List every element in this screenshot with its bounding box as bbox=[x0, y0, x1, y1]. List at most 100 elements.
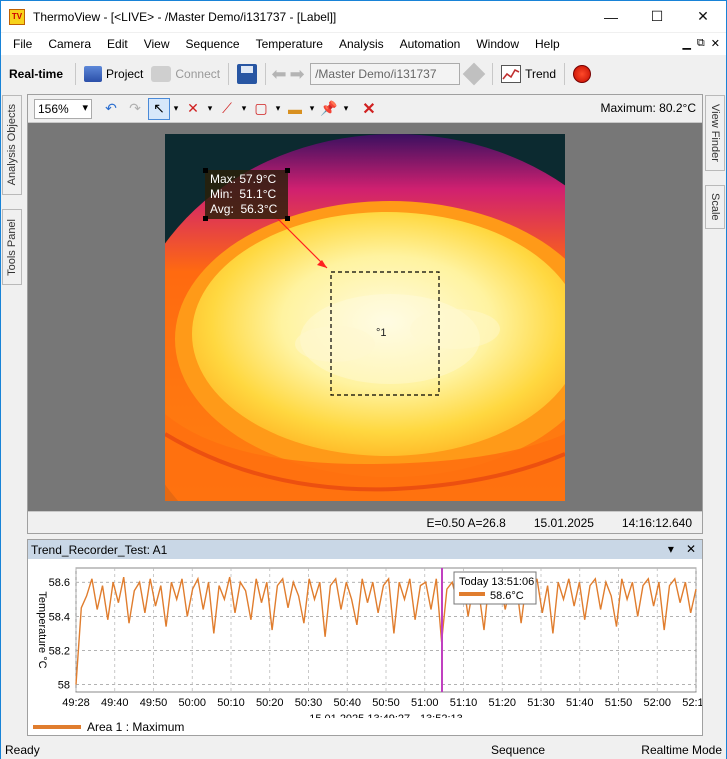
delete-icon[interactable]: ✕ bbox=[362, 100, 376, 118]
x-tick-label: 51:50 bbox=[605, 697, 633, 709]
ruler-tool-icon[interactable]: ▬ bbox=[288, 100, 302, 117]
mdi-restore-button[interactable]: ⧉ bbox=[696, 37, 705, 49]
trend-header: Trend_Recorder_Test: A1 ▾ ✕ bbox=[28, 540, 702, 559]
mdi-close-button[interactable]: ✕ bbox=[710, 38, 720, 50]
toolbar-separator bbox=[75, 63, 77, 85]
x-tick-label: 50:40 bbox=[333, 697, 361, 709]
maximum-label: Maximum: 80.2°C bbox=[600, 101, 697, 115]
view-finder-label: View Finder bbox=[709, 104, 721, 162]
minimize-button[interactable]: — bbox=[604, 8, 618, 25]
rectangle-tool-icon[interactable]: ▢ bbox=[254, 100, 268, 116]
trend-panel: Trend_Recorder_Test: A1 ▾ ✕ 58 58.2 58.4 58… bbox=[27, 539, 703, 736]
measure-min: Min: 51.1°C bbox=[210, 187, 277, 201]
legend-swatch bbox=[33, 725, 81, 729]
status-bar: Ready Sequence Realtime Mode bbox=[1, 740, 726, 759]
y-tick-label: 58.6 bbox=[49, 577, 70, 589]
mdi-controls: ▁ ⧉ ✕ bbox=[682, 37, 720, 50]
tools-panel-tab[interactable]: Tools Panel bbox=[2, 209, 22, 285]
panel-close-icon[interactable]: ✕ bbox=[685, 542, 696, 556]
scale-label: Scale bbox=[709, 193, 721, 221]
status-sequence: Sequence bbox=[491, 742, 546, 757]
x-tick-label: 50:20 bbox=[256, 697, 284, 709]
menu-camera[interactable]: Camera bbox=[48, 37, 92, 51]
series-line bbox=[75, 576, 697, 685]
chevron-down-icon[interactable]: ▾ bbox=[241, 103, 247, 113]
capture-date: 15.01.2025 bbox=[533, 515, 594, 530]
y-tick-label: 58.4 bbox=[49, 611, 70, 623]
y-tick-label: 58 bbox=[58, 680, 70, 692]
menu-help[interactable]: Help bbox=[535, 37, 560, 51]
scale-tab[interactable]: Scale bbox=[705, 185, 725, 229]
title-bar: TV ThermoView - [<LIVE> - /Master Demo/i… bbox=[1, 1, 726, 32]
panel-menu-chevron-icon[interactable]: ▾ bbox=[667, 542, 674, 556]
redo-icon[interactable]: ↷ bbox=[129, 100, 141, 116]
trend-title: Trend_Recorder_Test: A1 bbox=[31, 542, 168, 557]
project-label: Project bbox=[106, 67, 144, 81]
toolbar-separator bbox=[228, 63, 230, 85]
mdi-minimize-button[interactable]: ▁ bbox=[682, 38, 691, 50]
image-area: Max: 57.9°C Min: 51.1°C Avg: 56.3°C °1 bbox=[28, 123, 702, 512]
menu-file[interactable]: File bbox=[13, 37, 33, 51]
pin-tool-icon[interactable]: 📌 bbox=[320, 100, 338, 116]
chevron-down-icon[interactable]: ▾ bbox=[309, 103, 315, 113]
chevron-down-icon[interactable]: ▾ bbox=[275, 103, 281, 113]
x-axis-label: 15.01.2025 13:49:27 - 13:52:13 bbox=[309, 713, 463, 718]
legend-label: Area 1 : Maximum bbox=[87, 720, 185, 734]
analysis-objects-label: Analysis Objects bbox=[6, 104, 18, 186]
navigate-icon[interactable] bbox=[462, 62, 486, 86]
maximize-button[interactable]: ☐ bbox=[650, 8, 664, 24]
status-mode: Realtime Mode bbox=[641, 742, 722, 757]
path-field[interactable] bbox=[310, 63, 461, 85]
close-button[interactable]: ✕ bbox=[697, 8, 709, 24]
toolbar-separator bbox=[492, 63, 494, 85]
emissivity-readout: E=0.50 A=26.8 bbox=[426, 515, 506, 530]
forward-arrow-icon[interactable]: ➡ bbox=[289, 64, 305, 84]
trend-button[interactable]: Trend bbox=[497, 63, 560, 85]
x-tick-label: 49:50 bbox=[140, 697, 168, 709]
x-tick-label: 50:30 bbox=[295, 697, 323, 709]
menu-edit[interactable]: Edit bbox=[107, 37, 128, 51]
pointer-tool-icon[interactable]: ↖ bbox=[148, 97, 170, 120]
tooltip-value: 58.6°C bbox=[490, 590, 524, 602]
analysis-objects-tab[interactable]: Analysis Objects bbox=[2, 95, 22, 195]
tools-panel-label: Tools Panel bbox=[6, 218, 18, 276]
image-viewer: 156% ↶ ↷ ↖ ▾ ✕ ▾ ⟋ ▾ ▢ ▾ ▬ ▾ 📌 ▾ ✕ Maxim… bbox=[27, 94, 703, 534]
menu-view[interactable]: View bbox=[143, 37, 170, 51]
chevron-down-icon[interactable]: ▾ bbox=[207, 103, 213, 113]
menu-sequence[interactable]: Sequence bbox=[185, 37, 240, 51]
connect-label: Connect bbox=[175, 67, 221, 81]
project-button[interactable]: Project bbox=[80, 64, 147, 84]
menu-bar: File Camera Edit View Sequence Temperatu… bbox=[1, 33, 726, 55]
menu-temperature[interactable]: Temperature bbox=[255, 37, 323, 51]
save-button[interactable] bbox=[233, 62, 261, 86]
x-tick-label: 50:50 bbox=[372, 697, 400, 709]
measure-max: Max: 57.9°C bbox=[210, 172, 277, 186]
back-arrow-icon[interactable]: ⬅ bbox=[271, 64, 287, 84]
chevron-down-icon[interactable]: ▾ bbox=[173, 103, 179, 113]
undo-icon[interactable]: ↶ bbox=[105, 100, 117, 116]
x-tick-label: 52:14 bbox=[682, 697, 702, 709]
line-tool-icon[interactable]: ⟋ bbox=[222, 100, 232, 116]
thermal-image[interactable]: Max: 57.9°C Min: 51.1°C Avg: 56.3°C °1 bbox=[165, 134, 565, 501]
menu-analysis[interactable]: Analysis bbox=[338, 37, 384, 51]
area-label: °1 bbox=[376, 327, 387, 339]
spot-tool-icon[interactable]: ✕ bbox=[187, 100, 199, 116]
window-title: ThermoView - [<LIVE> - /Master Demo/i131… bbox=[33, 9, 337, 24]
connect-button[interactable]: Connect bbox=[147, 64, 224, 84]
main-toolbar: Real-time Project Connect ⬅ ➡ Trend bbox=[1, 58, 726, 90]
y-tick-label: 58.2 bbox=[49, 645, 70, 657]
zoom-select[interactable]: 156% bbox=[34, 98, 92, 119]
menu-automation[interactable]: Automation bbox=[399, 37, 461, 51]
capture-time: 14:16:12.640 bbox=[621, 515, 692, 530]
x-tick-label: 51:30 bbox=[527, 697, 555, 709]
app-logo-icon: TV bbox=[9, 8, 25, 25]
chevron-down-icon[interactable]: ▾ bbox=[343, 103, 349, 113]
tooltip-box bbox=[453, 571, 537, 605]
x-tick-label: 52:00 bbox=[643, 697, 671, 709]
view-finder-tab[interactable]: View Finder bbox=[705, 95, 725, 171]
viewer-toolbar: 156% ↶ ↷ ↖ ▾ ✕ ▾ ⟋ ▾ ▢ ▾ ▬ ▾ 📌 ▾ ✕ Maxim… bbox=[28, 95, 702, 123]
menu-window[interactable]: Window bbox=[476, 37, 520, 51]
trend-chart[interactable]: 58 58.2 58.4 58.6 49:28 49:40 49:50 50:00 50:10 5… bbox=[28, 560, 702, 718]
record-button[interactable] bbox=[569, 63, 595, 85]
